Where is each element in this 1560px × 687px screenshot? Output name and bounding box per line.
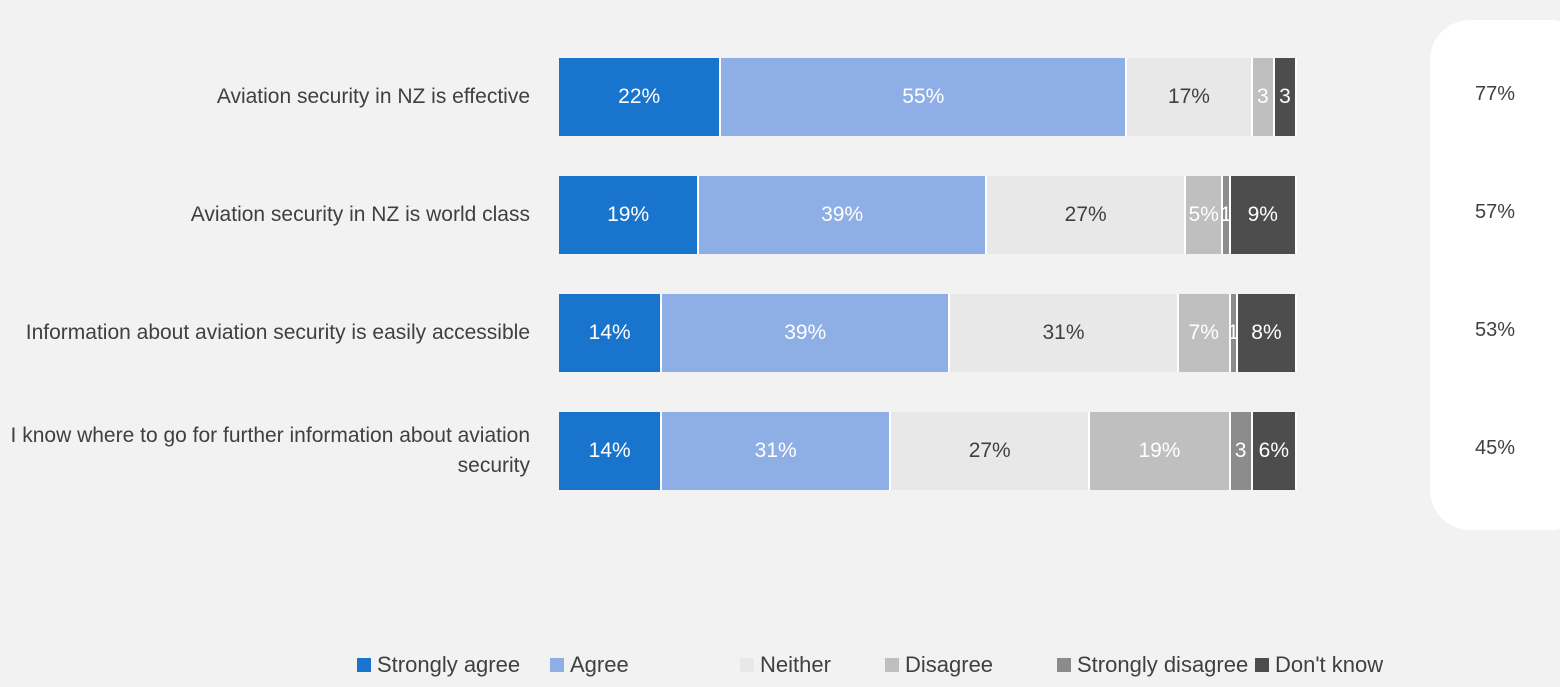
data-label: 39% <box>821 203 864 226</box>
net-label: 77% <box>1474 83 1516 105</box>
data-label: 31% <box>754 439 797 462</box>
bar-segment: 27% <box>891 412 1091 490</box>
net-label: 53% <box>1474 319 1516 341</box>
net-panel <box>1430 20 1560 530</box>
bar-segment: 19% <box>1090 412 1231 490</box>
data-label: 19% <box>1138 439 1181 462</box>
bar-segment: 39% <box>699 176 988 254</box>
bar-segment: 3 <box>1230 412 1253 490</box>
bar-segment: 7% <box>1178 294 1231 372</box>
bar-segment: 5% <box>1186 176 1224 254</box>
data-label: 3 <box>1256 85 1269 108</box>
data-label: 14% <box>588 321 631 344</box>
legend-label: Strongly disagree <box>1077 652 1249 677</box>
legend-swatch <box>885 658 899 672</box>
data-label: 27% <box>968 439 1011 462</box>
category-label: Information about aviation security is e… <box>25 321 530 344</box>
data-label: 7% <box>1188 321 1219 344</box>
data-label: 3 <box>1234 439 1247 462</box>
legend-item: Neither <box>740 650 831 680</box>
category-label: Aviation security in NZ is world class <box>190 203 530 226</box>
net-label: 57% <box>1474 201 1516 223</box>
legend-swatch <box>1057 658 1071 672</box>
bar-segment: 3 <box>1274 58 1297 136</box>
legend-label: Agree <box>570 652 629 677</box>
data-label: 22% <box>618 85 661 108</box>
bar-segment: 1 <box>1227 294 1239 372</box>
legend-label: Disagree <box>905 652 994 677</box>
legend-swatch <box>357 658 371 672</box>
bar-segment: 14% <box>559 294 663 372</box>
net-label: 45% <box>1474 437 1516 459</box>
category-label: Aviation security in NZ is effective <box>216 85 530 108</box>
bar-segment: 55% <box>721 58 1128 136</box>
legend-label: Don't know <box>1275 652 1384 677</box>
bar-segment: 6% <box>1252 412 1297 490</box>
data-label: 1 <box>1227 321 1240 344</box>
legend-label: Strongly agree <box>377 652 521 677</box>
bar-segment: 14% <box>559 412 663 490</box>
legend-swatch <box>1255 658 1269 672</box>
legend-item: Don't know <box>1255 650 1383 680</box>
data-label: 27% <box>1064 203 1107 226</box>
bar-segment: 3 <box>1252 58 1275 136</box>
legend-item: Strongly agree <box>357 650 520 680</box>
data-label: 6% <box>1258 439 1290 462</box>
bar-segment: 31% <box>950 294 1179 372</box>
data-label: 14% <box>588 439 631 462</box>
bar-segment: 19% <box>559 176 700 254</box>
data-label: 3 <box>1279 85 1291 108</box>
legend-item: Agree <box>550 650 629 680</box>
data-label: 55% <box>902 85 945 108</box>
bar-segment: 39% <box>662 294 951 372</box>
legend-item: Disagree <box>885 650 993 680</box>
legend-label: Neither <box>760 652 831 677</box>
bar-segment: 8% <box>1237 294 1297 372</box>
data-label: 17% <box>1167 85 1210 108</box>
bar-segment: 1 <box>1220 176 1232 254</box>
bar-segment: 9% <box>1230 176 1297 254</box>
legend-swatch <box>740 658 754 672</box>
bar-segment: 31% <box>662 412 892 490</box>
data-label: 9% <box>1247 203 1278 226</box>
bar-segment: 22% <box>559 58 722 136</box>
data-label: 8% <box>1251 321 1282 344</box>
data-label: 31% <box>1042 321 1085 344</box>
data-label: 5% <box>1188 203 1219 226</box>
bar-segment: 27% <box>987 176 1187 254</box>
category-label: I know where to go for further informati… <box>10 424 530 477</box>
data-label: 1 <box>1220 203 1232 226</box>
data-label: 39% <box>784 321 827 344</box>
legend-item: Strongly disagree <box>1057 650 1248 680</box>
legend-swatch <box>550 658 564 672</box>
data-label: 19% <box>607 203 650 226</box>
bar-segment: 17% <box>1127 58 1253 136</box>
